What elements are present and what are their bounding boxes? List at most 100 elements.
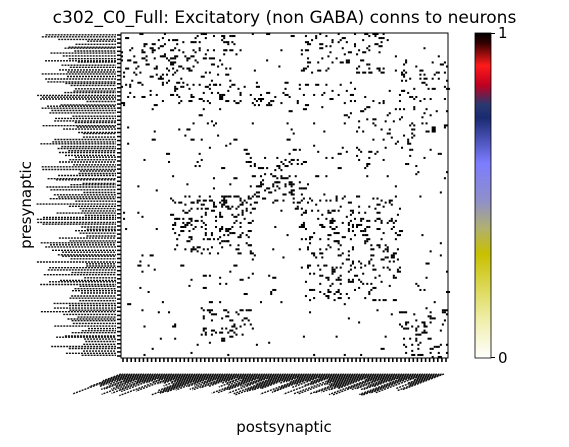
matrix-cell [356,71,359,74]
matrix-cell [188,209,191,212]
matrix-cell [245,207,248,210]
matrix-cell [219,228,224,231]
matrix-cell [335,57,338,60]
matrix-cell [396,234,399,237]
matrix-cell [431,355,434,358]
matrix-cell [288,183,293,186]
matrix-cell [362,130,365,133]
matrix-cell [356,130,359,133]
matrix-cell [245,242,248,245]
matrix-cell [335,240,340,243]
matrix-cell [382,33,385,36]
matrix-cell [364,230,367,233]
matrix-cell [380,41,383,44]
matrix-cell [292,132,295,135]
matrix-cell [337,276,340,279]
matrix-cell [182,85,185,88]
matrix-cell [196,35,199,38]
matrix-cell [155,73,158,76]
matrix-cell [266,187,271,190]
matrix-cell [233,138,238,141]
matrix-cell [243,199,246,202]
matrix-cell [208,195,211,198]
matrix-cell [366,47,369,50]
matrix-cell [417,353,420,356]
matrix-cell [311,199,314,202]
matrix-cell [190,93,193,96]
matrix-cell [374,33,379,36]
matrix-cell [378,51,381,54]
matrix-cell [306,43,312,46]
matrix-cell [231,213,234,216]
matrix-cell [204,37,207,40]
matrix-cell [398,323,401,326]
matrix-cell [247,244,252,247]
matrix-cell [431,77,434,80]
matrix-cell [272,183,275,186]
matrix-cell [143,353,146,356]
matrix-cell [405,351,408,354]
matrix-cell [221,240,224,243]
matrix-cell [423,73,426,76]
matrix-cell [411,128,414,131]
matrix-cell [319,199,322,202]
matrix-cell [206,122,209,125]
matrix-cell [347,59,350,62]
x-tick-label [332,373,356,384]
matrix-cell [125,83,128,86]
matrix-cell [129,49,132,52]
x-tick-label [309,373,363,395]
matrix-cell [121,85,124,88]
matrix-cell [298,248,301,251]
matrix-cell [388,201,391,204]
matrix-cell [306,246,310,249]
matrix-cell [127,95,130,98]
matrix-cell [286,138,291,141]
matrix-cell [431,126,436,129]
x-tick-label [407,373,433,385]
matrix-cell [208,71,211,74]
matrix-cell [170,57,175,60]
matrix-cell [237,213,240,216]
matrix-cell [362,234,365,237]
x-tick-label [100,373,143,391]
matrix-cell [317,217,320,220]
matrix-cell [360,59,365,62]
matrix-cell [433,301,436,304]
matrix-cell [356,154,359,157]
x-tick-label [246,373,294,393]
matrix-cell [249,323,252,326]
matrix-cell [394,232,397,235]
matrix-cell [210,333,213,336]
matrix-cell [149,47,154,50]
matrix-cell [235,195,238,198]
matrix-cell [327,288,330,291]
matrix-cell [151,108,154,111]
matrix-cell [151,43,156,46]
matrix-cell [382,299,385,302]
matrix-cell [382,266,385,269]
matrix-cell [323,293,326,296]
x-tick-label [236,373,250,380]
matrix-cell [403,134,406,137]
matrix-cell [327,244,330,247]
matrix-cell [223,309,228,312]
matrix-cell [204,53,207,56]
matrix-cell [149,75,154,78]
matrix-cell [443,177,446,180]
matrix-cell [356,67,359,70]
x-tick-label [71,373,126,395]
matrix-cell [204,33,207,36]
matrix-cell [210,234,213,237]
matrix-cell [288,181,293,184]
matrix-cell [219,331,224,334]
matrix-cell [221,246,224,249]
matrix-cell [186,83,189,86]
matrix-cell [335,266,338,269]
matrix-cell [280,209,283,212]
matrix-cell [333,228,336,231]
matrix-cell [219,242,222,245]
matrix-cell [311,252,316,255]
colorbar-tick-label-max: 1 [498,24,508,42]
matrix-cell [198,114,203,117]
